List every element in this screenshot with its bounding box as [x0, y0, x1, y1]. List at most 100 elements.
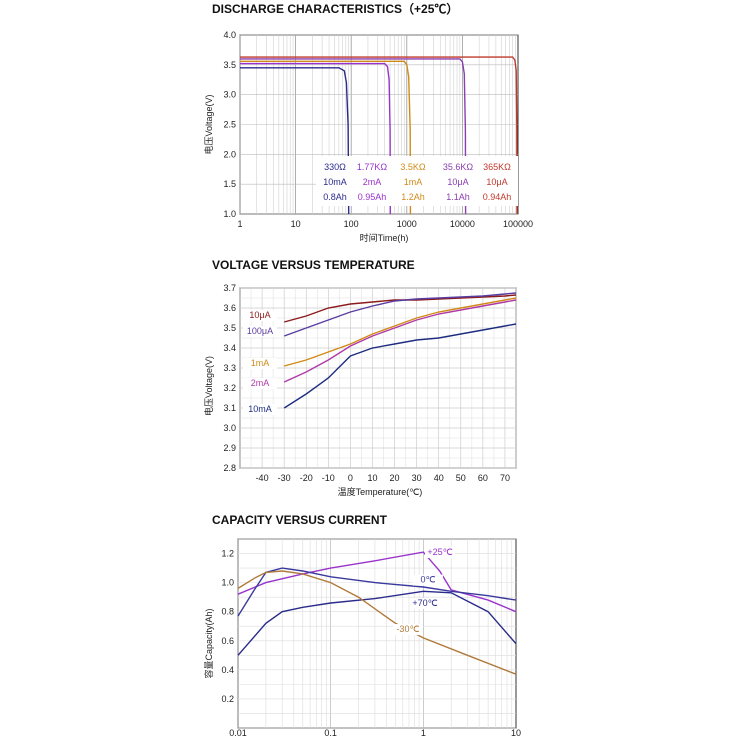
- x-tick-label: 30: [412, 473, 422, 483]
- x-tick-label: 10000: [450, 219, 475, 229]
- series-label: 10mA: [248, 404, 272, 414]
- legend-current: 1mA: [404, 177, 423, 187]
- y-tick-label: 3.5: [223, 323, 236, 333]
- series-line: [283, 292, 517, 337]
- y-tick-label: 1.2: [221, 549, 234, 559]
- y-tick-label: 3.0: [223, 423, 236, 433]
- y-tick-label: 0.8: [221, 607, 234, 617]
- series-label-bg: [243, 378, 277, 389]
- legend-box: [316, 156, 518, 206]
- y-axis-label: 容量Capacity(Ah): [203, 608, 214, 678]
- legend-capacity: 0.8Ah: [323, 192, 347, 202]
- series-line: [237, 570, 517, 675]
- x-tick-label: 1000: [397, 219, 417, 229]
- y-tick-label: 1.5: [223, 179, 236, 189]
- series-line: [240, 58, 467, 215]
- series-label-bg: [243, 310, 277, 321]
- y-axis-label: 电压Voltage(V): [203, 94, 214, 154]
- series-line: [240, 62, 391, 215]
- y-tick-label: 0.4: [221, 665, 234, 675]
- series-label-bg: [410, 597, 440, 609]
- series-label: +70℃: [412, 598, 437, 608]
- x-tick-label: -30: [278, 473, 291, 483]
- x-tick-label: 70: [500, 473, 510, 483]
- series-label: 0℃: [420, 575, 435, 585]
- series-line: [240, 56, 518, 215]
- series-label-bg: [413, 574, 443, 586]
- y-tick-label: 3.5: [223, 60, 236, 70]
- y-tick-label: 3.3: [223, 363, 236, 373]
- legend-resistance: 35.6KΩ: [443, 162, 474, 172]
- series-label-bg: [393, 624, 423, 636]
- x-tick-label: 10: [367, 473, 377, 483]
- y-tick-label: 3.7: [223, 283, 236, 293]
- y-tick-label: 2.5: [223, 120, 236, 130]
- y-tick-label: 1.0: [221, 578, 234, 588]
- plot-area: [237, 538, 517, 729]
- y-tick-label: 4.0: [223, 30, 236, 40]
- y-tick-label: 3.1: [223, 403, 236, 413]
- legend-capacity: 1.1Ah: [446, 192, 470, 202]
- x-tick-label: 0.01: [229, 728, 247, 736]
- legend-resistance: 1.77KΩ: [357, 162, 388, 172]
- legend-resistance: 330Ω: [324, 162, 346, 172]
- x-tick-label: 0: [348, 473, 353, 483]
- y-tick-label: 3.6: [223, 303, 236, 313]
- legend-current: 10μA: [486, 177, 507, 187]
- legend-current: 10μA: [447, 177, 468, 187]
- y-tick-label: 1.0: [223, 209, 236, 219]
- series-line: [237, 551, 517, 613]
- y-tick-label: 0.2: [221, 694, 234, 704]
- y-tick-label: 3.0: [223, 90, 236, 100]
- x-tick-label: 60: [478, 473, 488, 483]
- series-label: +25℃: [427, 547, 452, 557]
- discharge-chart: 1.0 1.5 2.0 2.5 3.0 3.5 4.0 1 10 100 1000 10000 1000…: [203, 30, 533, 243]
- x-tick-label: 1: [421, 728, 426, 736]
- y-tick-label: 2.9: [223, 443, 236, 453]
- series-label: 100μA: [247, 326, 273, 336]
- series-line: [284, 297, 517, 367]
- legend-resistance: 365KΩ: [483, 162, 511, 172]
- legend-resistance: 3.5KΩ: [400, 162, 426, 172]
- series-label: 10μA: [249, 310, 270, 320]
- capacity-chart: 0.2 0.4 0.6 0.8 1.0 1.2 0.01 0.1 1 10 +25℃ 0℃ +70℃ -3…: [203, 538, 521, 736]
- x-axis-label: 时间Time(h): [360, 232, 409, 243]
- x-tick-label: 40: [434, 473, 444, 483]
- legend-capacity: 0.94Ah: [483, 192, 512, 202]
- capacity-chart-title: CAPACITY VERSUS CURRENT: [212, 513, 387, 527]
- legend-capacity: 1.2Ah: [401, 192, 425, 202]
- legend-current: 2mA: [363, 177, 382, 187]
- series-line: [240, 60, 412, 215]
- x-tick-label: 1: [237, 219, 242, 229]
- x-tick-label: 0.1: [324, 728, 337, 736]
- series-label: 1mA: [251, 358, 270, 368]
- y-tick-label: 3.4: [223, 343, 236, 353]
- legend-capacity: 0.95Ah: [358, 192, 387, 202]
- series-label-bg: [243, 326, 277, 337]
- y-tick-label: 2.0: [223, 149, 236, 159]
- series-label-bg: [425, 546, 455, 558]
- x-tick-label: 50: [456, 473, 466, 483]
- x-tick-label: 100000: [503, 219, 533, 229]
- series-label: -30℃: [396, 624, 419, 634]
- series-line: [283, 299, 517, 383]
- y-axis-label: 电压Voltage(V): [203, 356, 214, 416]
- x-tick-label: -10: [322, 473, 335, 483]
- series-line: [240, 67, 350, 215]
- y-tick-label: 2.8: [223, 463, 236, 473]
- series-line: [237, 590, 517, 656]
- discharge-chart-title: DISCHARGE CHARACTERISTICS（+25℃）: [212, 2, 459, 16]
- x-tick-label: -20: [300, 473, 313, 483]
- series-label-bg: [243, 358, 277, 369]
- x-tick-label: 10: [291, 219, 301, 229]
- series-line: [237, 567, 517, 617]
- x-tick-label: -40: [256, 473, 269, 483]
- series-label-bg: [243, 404, 277, 415]
- y-tick-label: 0.6: [221, 636, 234, 646]
- x-axis-label: 温度Temperature(℃): [338, 486, 423, 497]
- x-tick-label: 10: [511, 728, 521, 736]
- series-label: 2mA: [251, 378, 270, 388]
- x-tick-label: 100: [344, 219, 359, 229]
- temperature-chart: 2.8 2.9 3.0 3.1 3.2 3.3 3.4 3.5 3.6 3.7 -40 -30 -20-…: [203, 283, 517, 497]
- temperature-chart-title: VOLTAGE VERSUS TEMPERATURE: [212, 258, 415, 272]
